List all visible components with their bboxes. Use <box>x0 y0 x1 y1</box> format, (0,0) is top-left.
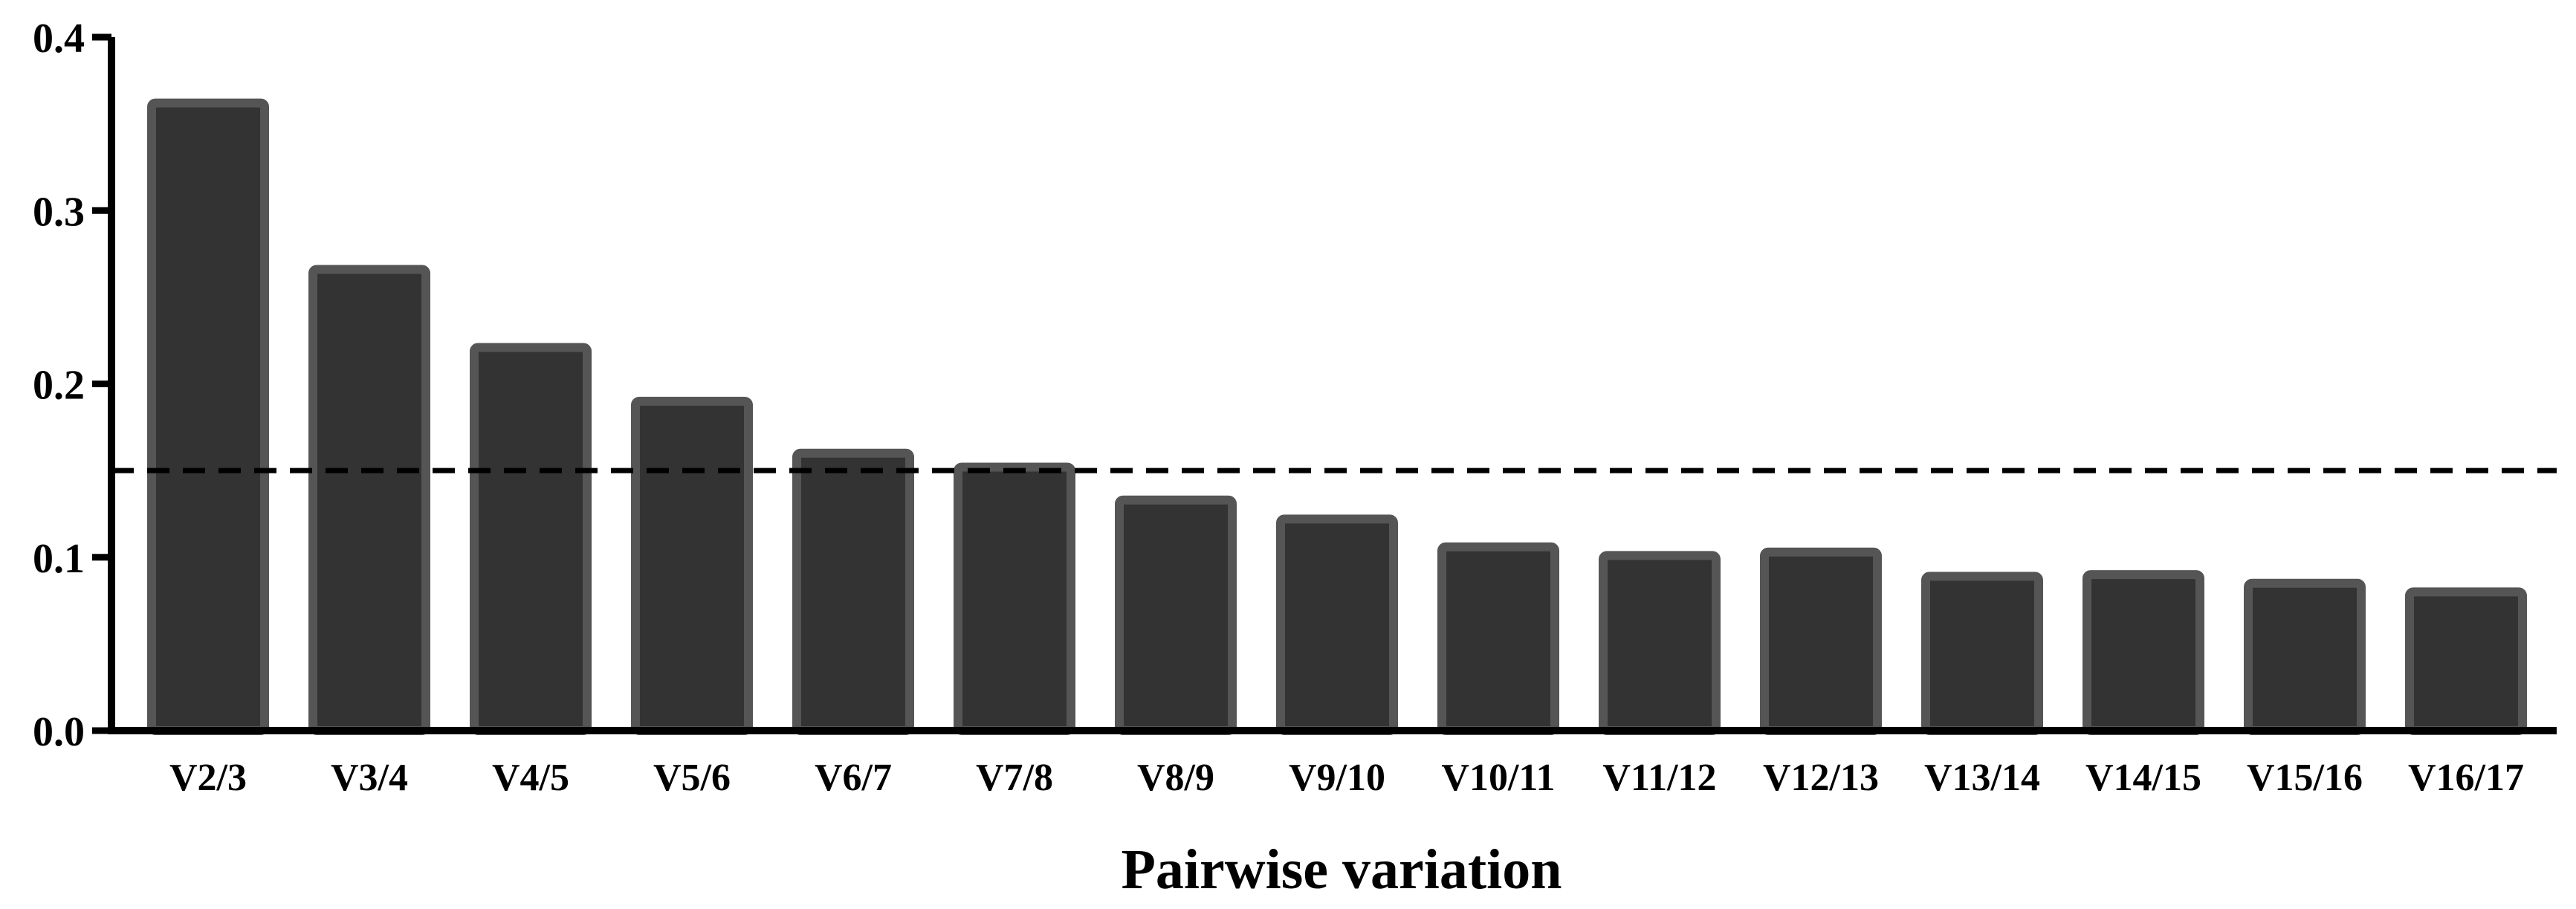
x-tick-label: V6/7 <box>815 757 892 799</box>
bars-layer <box>147 98 2527 736</box>
x-tick-label: V14/15 <box>2085 757 2201 799</box>
x-tick-label: V4/5 <box>492 757 569 799</box>
bar-v7-8 <box>954 462 1075 736</box>
axes-layer <box>92 33 2557 734</box>
x-tick-label: V7/8 <box>976 757 1053 799</box>
bar-v2-3 <box>147 98 269 735</box>
x-tick-label: V13/14 <box>1924 757 2040 799</box>
bar-v11-12 <box>1599 551 1721 735</box>
bar-v5-6 <box>631 396 753 735</box>
x-tick-label: V9/10 <box>1289 757 1385 799</box>
y-tick-label: 0.3 <box>33 189 85 235</box>
bar-v13-14 <box>1921 572 2043 735</box>
x-axis-title: Pairwise variation <box>1121 838 1562 901</box>
labels-layer: V2/3 V3/4 V4/5 V5/6 V6/7 V7/8 V8/9 V9/10 V10/11 V… <box>33 16 2524 799</box>
x-tick-label: V2/3 <box>169 757 247 799</box>
bar-v10-11 <box>1437 542 1559 735</box>
y-tick-label: 0.2 <box>33 363 85 409</box>
x-tick-label: V3/4 <box>331 757 408 799</box>
x-tick-label: V16/17 <box>2408 757 2524 799</box>
bar-v16-17 <box>2405 587 2527 736</box>
x-tick-label: V10/11 <box>1441 757 1555 799</box>
x-tick-label: V12/13 <box>1763 757 1879 799</box>
bar-v8-9 <box>1115 495 1237 736</box>
x-tick-label: V8/9 <box>1137 757 1214 799</box>
y-tick-label: 0.1 <box>33 536 85 582</box>
bar-v4-5 <box>470 343 592 735</box>
x-tick-label: V11/12 <box>1602 757 1716 799</box>
bar-v3-4 <box>308 265 430 735</box>
y-tick-label: 0.0 <box>33 709 85 755</box>
bar-v14-15 <box>2083 570 2204 736</box>
bar-v6-7 <box>792 448 914 735</box>
x-tick-label: V5/6 <box>653 757 731 799</box>
x-tick-label: V15/16 <box>2247 757 2363 799</box>
bar-v12-13 <box>1760 547 1882 735</box>
bar-v9-10 <box>1276 514 1398 735</box>
bar-v15-16 <box>2244 578 2366 735</box>
y-tick-label: 0.4 <box>33 16 85 62</box>
